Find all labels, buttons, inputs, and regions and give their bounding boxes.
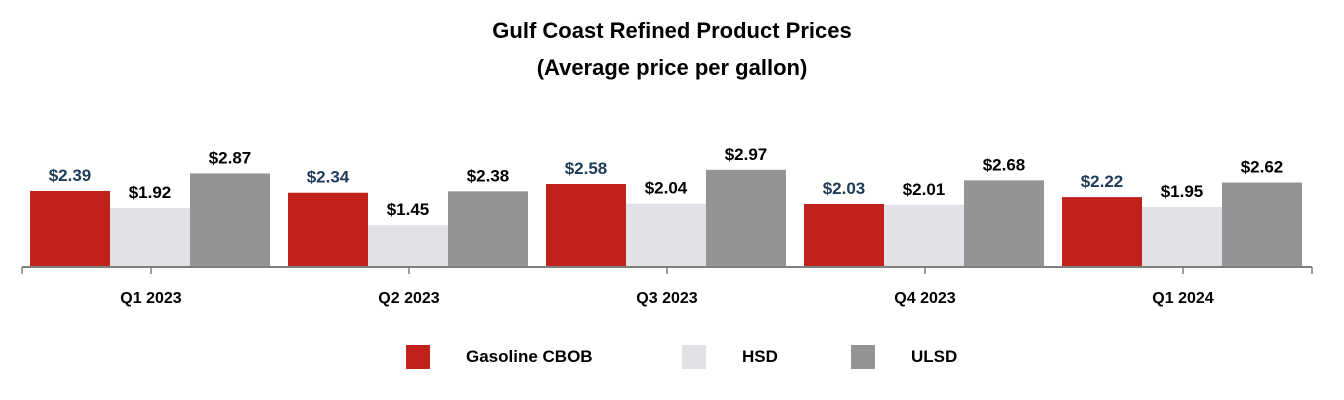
chart-title: Gulf Coast Refined Product Prices — [492, 18, 852, 43]
data-label-ulsd-q3-2023: $2.97 — [725, 145, 768, 164]
bar-gasoline-cbob-q2-2023 — [288, 192, 368, 267]
legend-item-ulsd: ULSD — [851, 343, 957, 371]
data-label-gasoline-cbob-q2-2023: $2.34 — [307, 168, 350, 187]
legend-swatch-hsd — [682, 345, 706, 369]
data-label-ulsd-q1-2024: $2.62 — [1241, 158, 1284, 177]
data-label-hsd-q1-2023: $1.92 — [129, 183, 172, 202]
legend-swatch-gasoline-cbob — [406, 345, 430, 369]
bar-ulsd-q1-2024 — [1222, 182, 1302, 267]
bar-ulsd-q4-2023 — [964, 180, 1044, 267]
bar-ulsd-q1-2023 — [190, 173, 270, 267]
data-label-hsd-q3-2023: $2.04 — [645, 179, 688, 198]
x-tick-label-q4-2023: Q4 2023 — [894, 290, 955, 307]
bar-ulsd-q3-2023 — [706, 169, 786, 267]
bar-hsd-q1-2024 — [1142, 206, 1222, 267]
bar-gasoline-cbob-q1-2023 — [30, 190, 110, 267]
x-tick-label-q1-2024: Q1 2024 — [1152, 290, 1213, 307]
data-label-gasoline-cbob-q1-2024: $2.22 — [1081, 172, 1124, 191]
bar-gasoline-cbob-q3-2023 — [546, 184, 626, 267]
legend-swatch-ulsd — [851, 345, 875, 369]
legend-label-hsd: HSD — [742, 347, 778, 366]
x-tick-label-q1-2023: Q1 2023 — [120, 290, 181, 307]
bar-hsd-q2-2023 — [368, 225, 448, 267]
bar-hsd-q3-2023 — [626, 203, 706, 267]
legend: Gasoline CBOB HSD ULSD — [0, 343, 1344, 371]
data-label-hsd-q2-2023: $1.45 — [387, 200, 430, 219]
bar-hsd-q4-2023 — [884, 204, 964, 267]
data-label-ulsd-q1-2023: $2.87 — [209, 148, 252, 167]
x-tick-label-q3-2023: Q3 2023 — [636, 290, 697, 307]
legend-item-gasoline-cbob: Gasoline CBOB — [406, 343, 593, 371]
data-label-hsd-q4-2023: $2.01 — [903, 180, 946, 199]
data-label-hsd-q1-2024: $1.95 — [1161, 182, 1204, 201]
chart-subtitle: (Average price per gallon) — [536, 55, 808, 80]
legend-item-hsd: HSD — [682, 343, 778, 371]
x-tick-label-q2-2023: Q2 2023 — [378, 290, 439, 307]
bar-gasoline-cbob-q4-2023 — [804, 204, 884, 267]
data-label-gasoline-cbob-q4-2023: $2.03 — [823, 179, 866, 198]
data-label-ulsd-q2-2023: $2.38 — [467, 166, 510, 185]
bar-hsd-q1-2023 — [110, 208, 190, 267]
bar-ulsd-q2-2023 — [448, 191, 528, 267]
data-label-gasoline-cbob-q1-2023: $2.39 — [49, 166, 92, 185]
data-label-ulsd-q4-2023: $2.68 — [983, 155, 1026, 174]
data-label-gasoline-cbob-q3-2023: $2.58 — [565, 159, 608, 178]
bar-gasoline-cbob-q1-2024 — [1062, 197, 1142, 267]
legend-label-ulsd: ULSD — [911, 347, 958, 366]
bar-chart: $2.39 $1.92 $2.87 Q1 2023 $2.34 $1.45 $2.38 Q2 … — [21, 145, 1313, 307]
legend-label-gasoline-cbob: Gasoline CBOB — [466, 347, 593, 366]
